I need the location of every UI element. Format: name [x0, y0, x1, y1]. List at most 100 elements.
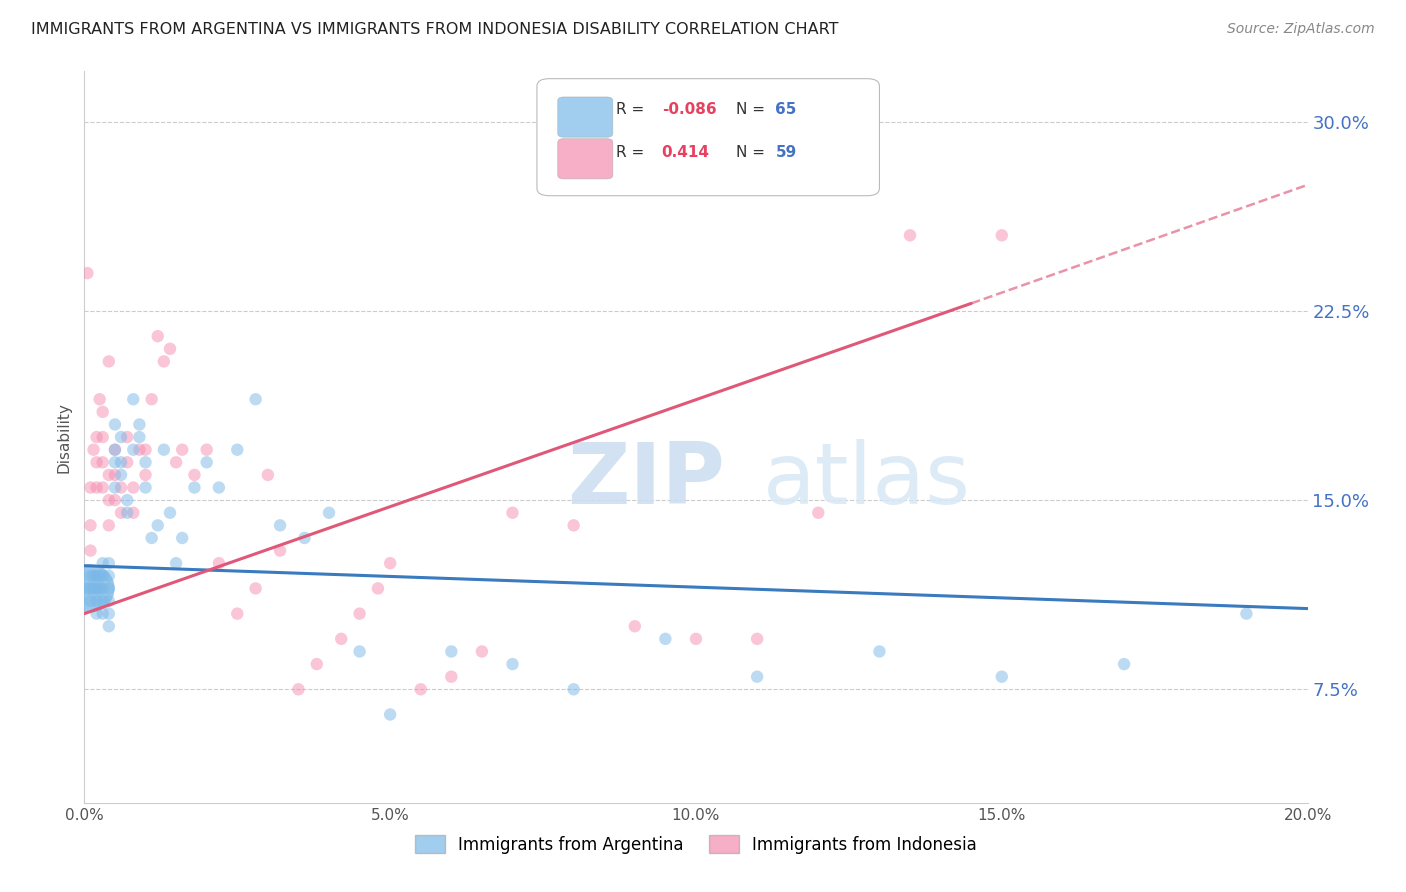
Point: [79, 594, 101, 608]
Point: [122, 481, 145, 495]
Point: [86, 455, 108, 469]
Point: [869, 644, 891, 658]
Point: [104, 417, 127, 432]
Point: [89, 582, 111, 596]
Point: [97, 556, 120, 570]
Point: [318, 506, 340, 520]
Point: [195, 455, 218, 469]
Point: [269, 518, 291, 533]
Point: [79, 582, 101, 596]
Point: [135, 442, 157, 457]
Point: [104, 455, 127, 469]
Point: [128, 430, 150, 444]
Point: [128, 417, 150, 432]
Point: [128, 442, 150, 457]
Point: [91, 594, 114, 608]
Point: [440, 670, 463, 684]
Text: ZIP: ZIP: [568, 440, 725, 523]
Point: [1236, 607, 1258, 621]
Point: [562, 518, 585, 533]
Point: [991, 228, 1014, 243]
Point: [79, 569, 101, 583]
Point: [654, 632, 676, 646]
Point: [183, 467, 205, 482]
Point: [86, 594, 108, 608]
Point: [115, 455, 138, 469]
Point: [83, 442, 105, 457]
Point: [97, 493, 120, 508]
Point: [349, 644, 371, 658]
Point: [245, 392, 267, 407]
Point: [159, 342, 181, 356]
Point: [502, 657, 524, 671]
Point: [79, 543, 101, 558]
Point: [86, 607, 108, 621]
Point: [380, 707, 402, 722]
Point: [91, 607, 114, 621]
Point: [269, 543, 291, 558]
Point: [104, 493, 127, 508]
Point: [502, 506, 524, 520]
Point: [76, 266, 98, 280]
Point: [110, 481, 132, 495]
Point: [97, 619, 120, 633]
Point: [159, 506, 181, 520]
Point: [89, 569, 111, 583]
Point: [110, 506, 132, 520]
Point: [79, 518, 101, 533]
Text: R =: R =: [616, 145, 654, 160]
Point: [991, 670, 1014, 684]
Point: [165, 455, 187, 469]
Point: [409, 682, 432, 697]
Point: [208, 556, 231, 570]
Point: [97, 518, 120, 533]
Point: [86, 430, 108, 444]
Point: [208, 481, 231, 495]
Point: [172, 531, 194, 545]
Point: [294, 531, 316, 545]
Point: [146, 518, 169, 533]
Point: [86, 582, 108, 596]
Point: [91, 405, 114, 419]
Point: [86, 569, 108, 583]
Point: [135, 455, 157, 469]
Point: [183, 481, 205, 495]
Point: [146, 329, 169, 343]
Point: [115, 506, 138, 520]
Text: atlas: atlas: [763, 440, 972, 523]
Point: [79, 582, 101, 596]
Text: N =: N =: [737, 102, 770, 117]
Point: [153, 354, 176, 368]
Point: [898, 228, 921, 243]
Point: [172, 442, 194, 457]
Point: [245, 582, 267, 596]
Point: [141, 392, 163, 407]
Point: [97, 594, 120, 608]
Point: [624, 619, 647, 633]
Point: [226, 607, 249, 621]
Point: [104, 442, 127, 457]
Text: R =: R =: [616, 102, 650, 117]
Legend: Immigrants from Argentina, Immigrants from Indonesia: Immigrants from Argentina, Immigrants fr…: [408, 829, 984, 860]
Point: [97, 607, 120, 621]
Point: [471, 644, 494, 658]
Point: [685, 632, 707, 646]
Point: [110, 467, 132, 482]
Point: [440, 644, 463, 658]
FancyBboxPatch shape: [558, 138, 613, 179]
Point: [91, 481, 114, 495]
Point: [165, 556, 187, 570]
Point: [287, 682, 309, 697]
Point: [110, 455, 132, 469]
Point: [367, 582, 389, 596]
Point: [86, 481, 108, 495]
Point: [305, 657, 328, 671]
Point: [135, 481, 157, 495]
FancyBboxPatch shape: [537, 78, 880, 195]
Point: [807, 506, 830, 520]
Point: [562, 682, 585, 697]
Point: [1114, 657, 1136, 671]
Text: N =: N =: [737, 145, 770, 160]
Point: [349, 607, 371, 621]
Point: [226, 442, 249, 457]
